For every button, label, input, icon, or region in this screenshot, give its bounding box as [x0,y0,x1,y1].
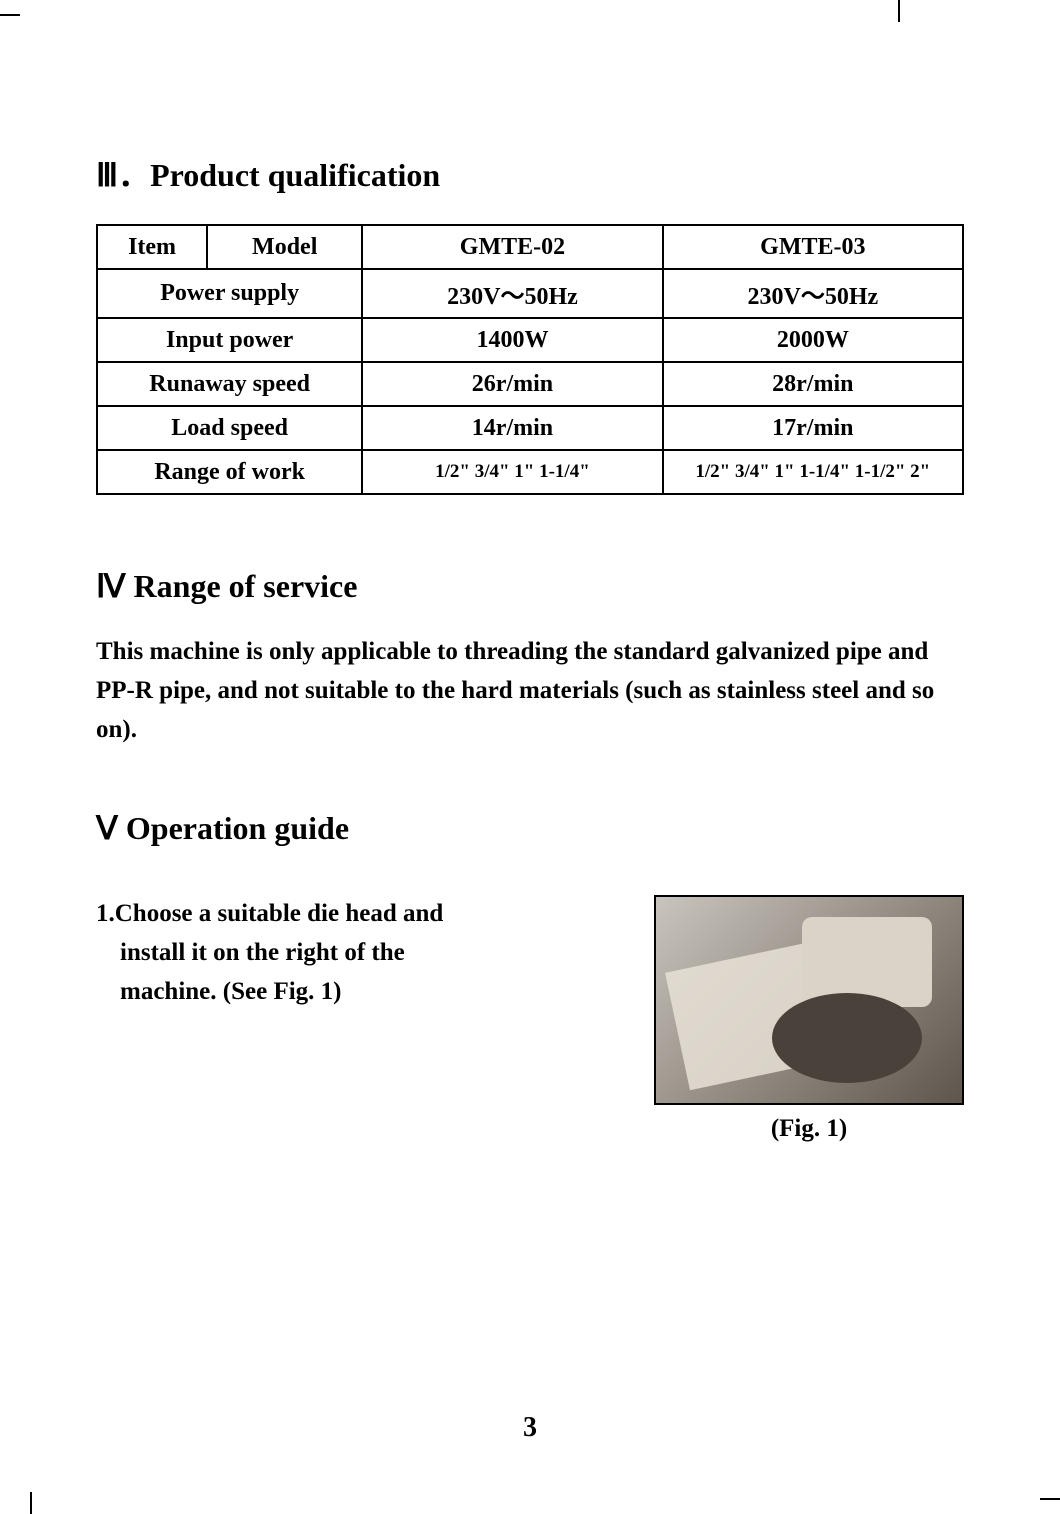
spec-table: Item Model GMTE-02 GMTE-03 Power supply … [96,224,964,495]
th-col1: GMTE-02 [362,225,662,269]
step1-line1: 1.Choose a suitable die head and [96,900,443,927]
table-row: Power supply 230V～50Hz 230V～50Hz [97,269,963,318]
step1-line2: install it on the right of the [96,934,630,973]
cell-value: 14r/min [362,406,662,450]
cell-label: Load speed [97,406,362,450]
section-heading-product-qualification: Ⅲ．Product qualification [96,150,964,196]
crop-mark [30,1492,32,1514]
section-heading-range-of-service: Ⅳ Range of service [96,567,964,605]
cell-label: Range of work [97,450,362,494]
operation-step-1: 1.Choose a suitable die head and install… [96,895,964,1143]
table-row: Input power 1400W 2000W [97,318,963,362]
crop-mark [898,0,900,22]
table-header-row: Item Model GMTE-02 GMTE-03 [97,225,963,269]
page-content: Ⅲ．Product qualification Item Model GMTE-… [0,0,1060,1203]
th-col2: GMTE-03 [663,225,963,269]
section-heading-operation-guide: Ⅴ Operation guide [96,809,964,847]
cell-label: Runaway speed [97,362,362,406]
table-row: Runaway speed 26r/min 28r/min [97,362,963,406]
range-of-service-text: This machine is only applicable to threa… [96,633,964,749]
step1-line3: machine. (See Fig. 1) [96,973,630,1012]
figure-1: (Fig. 1) [654,895,964,1143]
page-number: 3 [0,1412,1060,1444]
cell-value: 230V～50Hz [663,269,963,318]
cell-value: 17r/min [663,406,963,450]
operation-step-text: 1.Choose a suitable die head and install… [96,895,630,1011]
figure-1-image [654,895,964,1105]
crop-mark [0,14,20,16]
figure-1-caption: (Fig. 1) [654,1115,964,1143]
cell-value: 1400W [362,318,662,362]
cell-value: 1/2" 3/4" 1" 1-1/4" 1-1/2" 2" [663,450,963,494]
th-model: Model [207,225,362,269]
cell-value: 2000W [663,318,963,362]
cell-value: 1/2" 3/4" 1" 1-1/4" [362,450,662,494]
crop-mark [1040,1498,1060,1500]
table-row: Range of work 1/2" 3/4" 1" 1-1/4" 1/2" 3… [97,450,963,494]
cell-value: 28r/min [663,362,963,406]
cell-label: Input power [97,318,362,362]
cell-label: Power supply [97,269,362,318]
cell-value: 230V～50Hz [362,269,662,318]
table-row: Load speed 14r/min 17r/min [97,406,963,450]
cell-value: 26r/min [362,362,662,406]
th-item: Item [97,225,207,269]
